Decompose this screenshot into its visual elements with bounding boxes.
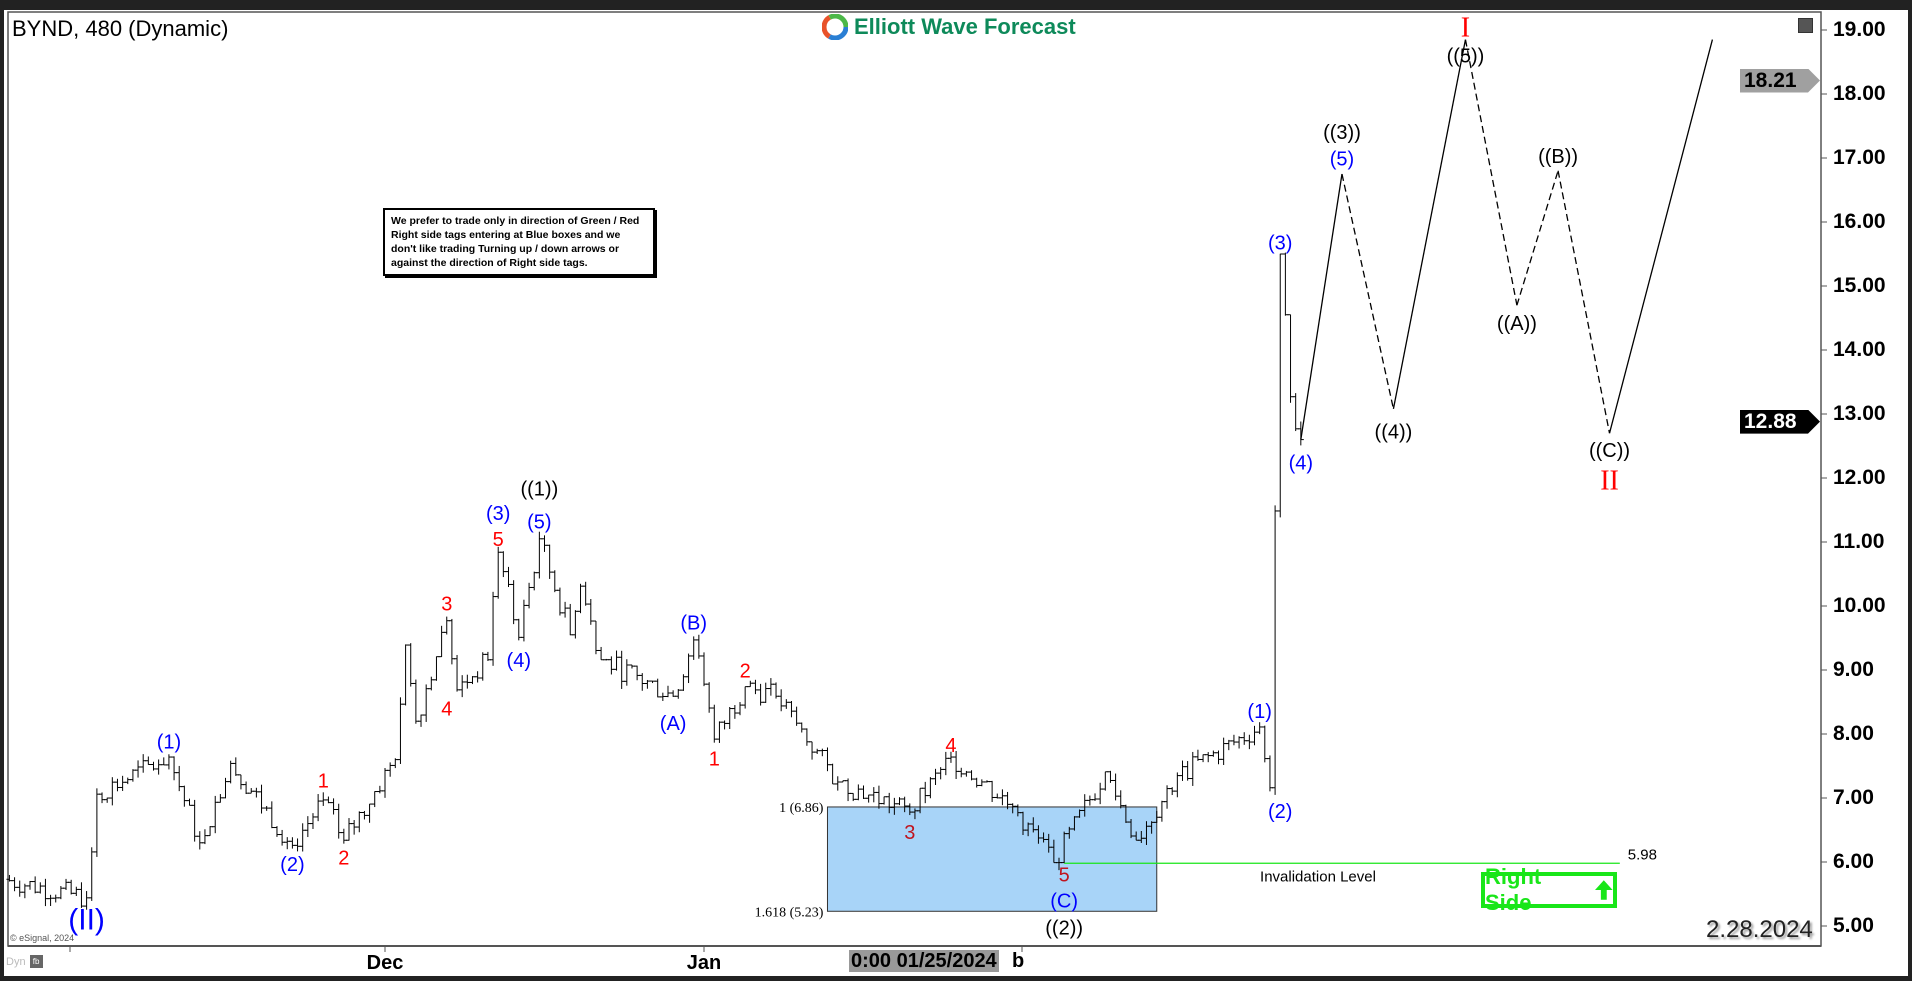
arrow-up-icon bbox=[1595, 880, 1613, 900]
wave-label: ((4)) bbox=[1375, 421, 1413, 443]
wave-label: (5) bbox=[1330, 149, 1354, 171]
wave-label: (II) bbox=[68, 903, 105, 936]
wave-label: (B) bbox=[680, 613, 707, 635]
wave-label: 5 bbox=[493, 529, 504, 551]
wave-label: 2 bbox=[740, 661, 751, 683]
y-tick-label: 16.00 bbox=[1833, 210, 1886, 233]
wave-label: 3 bbox=[904, 822, 915, 844]
wave-label: 4 bbox=[441, 698, 452, 720]
wave-label: ((5)) bbox=[1447, 46, 1485, 68]
y-tick-label: 19.00 bbox=[1833, 18, 1886, 41]
crosshair-date-label: 0:00 01/25/2024 bbox=[849, 950, 999, 972]
trading-notice: We prefer to trade only in direction of … bbox=[383, 208, 655, 276]
wave-label: (5) bbox=[527, 512, 551, 534]
wave-label: (2) bbox=[1268, 801, 1292, 823]
logo: Elliott Wave Forecast bbox=[822, 14, 1076, 40]
wave-label: (4) bbox=[507, 650, 531, 672]
wave-label: ((1)) bbox=[520, 479, 558, 501]
wave-label: ((B)) bbox=[1538, 146, 1578, 168]
wave-label: (1) bbox=[157, 732, 181, 754]
y-tick-label: 7.00 bbox=[1833, 786, 1874, 809]
x-tick-dec: Dec bbox=[366, 952, 404, 974]
right-side-label: Right Side bbox=[1485, 864, 1542, 915]
restore-window-icon[interactable] bbox=[1798, 18, 1813, 33]
y-tick-label: 6.00 bbox=[1833, 850, 1874, 873]
y-tick-label: 17.00 bbox=[1833, 146, 1886, 169]
projection-line bbox=[1392, 39, 1467, 410]
y-tick-label: 11.00 bbox=[1833, 530, 1885, 553]
price-tag: 18.21 bbox=[1740, 68, 1820, 93]
wave-label: 2 bbox=[338, 848, 349, 870]
copyright: © eSignal, 2024 bbox=[10, 933, 75, 943]
logo-icon bbox=[822, 14, 848, 40]
dyn-label: Dyn bbox=[6, 955, 26, 968]
y-tick-label: 14.00 bbox=[1833, 338, 1886, 361]
crosshair-date-tail: b bbox=[1012, 950, 1025, 972]
fib-bottom-label: 1.618 (5.23) bbox=[755, 905, 824, 920]
y-tick-label: 8.00 bbox=[1833, 722, 1874, 745]
projection-line bbox=[1300, 173, 1343, 440]
y-tick-label: 13.00 bbox=[1833, 402, 1886, 425]
wave-label: (1) bbox=[1247, 701, 1271, 723]
wave-label: 3 bbox=[441, 593, 452, 615]
x-tick-jan: Jan bbox=[686, 952, 722, 974]
date-stamp: 2.28.2024 bbox=[1706, 916, 1813, 943]
invalidation-text: Invalidation Level bbox=[1260, 868, 1376, 885]
wave-label: ((3)) bbox=[1323, 122, 1361, 144]
fib-box bbox=[826, 806, 1158, 912]
y-tick-label: 9.00 bbox=[1833, 658, 1874, 681]
y-tick-label: 5.00 bbox=[1833, 914, 1874, 937]
wave-label: 1 bbox=[318, 771, 329, 793]
price-tag: 12.88 bbox=[1740, 409, 1820, 434]
wave-label: II bbox=[1600, 466, 1619, 497]
wave-label: (A) bbox=[660, 713, 687, 735]
wave-label: (C) bbox=[1050, 890, 1078, 912]
y-tick-label: 18.00 bbox=[1833, 82, 1886, 105]
projection-line bbox=[1608, 39, 1714, 434]
right-side-tag: Right Side bbox=[1481, 864, 1617, 915]
logo-text: Elliott Wave Forecast bbox=[854, 14, 1076, 39]
y-tick-label: 12.00 bbox=[1833, 466, 1886, 489]
fib-top-label: 1 (6.86) bbox=[779, 801, 824, 816]
wave-label: (2) bbox=[280, 854, 304, 876]
wave-label: 4 bbox=[945, 735, 956, 757]
wave-label: ((C)) bbox=[1589, 440, 1630, 462]
y-tick-label: 10.00 bbox=[1833, 594, 1886, 617]
wave-label: (3) bbox=[486, 503, 510, 525]
fb-icon[interactable]: fb bbox=[29, 955, 43, 968]
projection-line bbox=[1341, 173, 1395, 410]
projection-line bbox=[1516, 170, 1559, 306]
wave-label: I bbox=[1461, 13, 1470, 44]
projection-line bbox=[1557, 170, 1611, 434]
chart-title: BYND, 480 (Dynamic) bbox=[12, 16, 229, 41]
y-tick-label: 15.00 bbox=[1833, 274, 1886, 297]
wave-label: ((2)) bbox=[1045, 917, 1083, 939]
dyn-control[interactable]: Dyn fb bbox=[6, 955, 43, 968]
invalidation-value: 5.98 bbox=[1628, 846, 1657, 863]
wave-label: 5 bbox=[1059, 865, 1070, 887]
wave-label: 1 bbox=[709, 748, 720, 770]
projection-line bbox=[1464, 39, 1518, 306]
wave-label: ((A)) bbox=[1497, 313, 1537, 335]
wave-label: (4) bbox=[1289, 453, 1313, 475]
wave-label: (3) bbox=[1268, 232, 1292, 254]
